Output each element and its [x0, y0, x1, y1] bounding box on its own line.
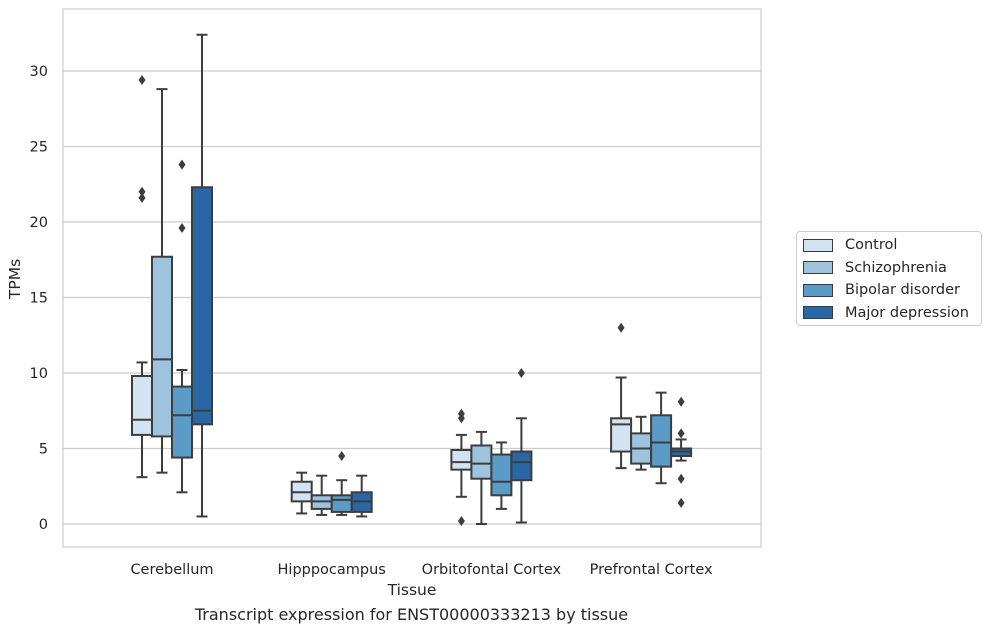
x-tick-label: Orbitofontal Cortex — [422, 562, 562, 578]
box-major-depression — [670, 396, 693, 508]
legend-item-major-depression: Major depression — [803, 303, 969, 323]
outlier-point — [677, 497, 685, 508]
outlier-point — [517, 368, 525, 378]
iqr-box — [490, 453, 513, 497]
outlier-point — [338, 451, 346, 462]
outlier-point — [138, 192, 146, 203]
box-control — [131, 75, 153, 479]
legend: Control Schizophrenia Bipolar disorder M… — [796, 231, 982, 326]
outlier-point — [138, 75, 146, 86]
box-bipolar-disorder — [490, 441, 513, 510]
box-schizophrenia — [630, 415, 653, 471]
box-control — [450, 408, 473, 526]
x-tick-label: Hipppocampus — [278, 562, 386, 578]
y-tick-label: 15 — [30, 291, 48, 307]
legend-label: Bipolar disorder — [845, 282, 960, 298]
outlier-point — [457, 408, 465, 419]
y-tick-label: 5 — [39, 442, 48, 458]
outlier-point — [178, 223, 186, 234]
legend-item-control: Control — [803, 235, 897, 255]
box-major-depression — [191, 33, 213, 518]
iqr-box — [171, 385, 193, 459]
iqr-box — [330, 494, 353, 513]
box-major-depression — [510, 368, 533, 524]
outlier-point — [178, 159, 186, 170]
box-plot-boxes — [131, 33, 693, 526]
y-tick-label: 10 — [30, 366, 48, 382]
outlier-point — [677, 473, 685, 484]
iqr-box — [450, 449, 473, 471]
legend-label: Schizophrenia — [845, 259, 947, 276]
iqr-box — [610, 417, 633, 453]
x-tick-label: Cerebellum — [130, 562, 213, 578]
outlier-point — [138, 186, 146, 197]
legend-label: Major depression — [845, 304, 969, 321]
plot-area-frame — [62, 8, 762, 548]
outlier-point — [677, 396, 685, 407]
y-tick-label: 25 — [30, 140, 48, 156]
iqr-box — [151, 255, 173, 438]
box-schizophrenia — [151, 88, 173, 474]
legend-swatch-bipolar-disorder — [803, 283, 833, 297]
box-schizophrenia — [470, 430, 493, 525]
y-tick-label: 20 — [30, 215, 48, 231]
legend-label: Control — [845, 237, 898, 253]
legend-swatch-control — [803, 238, 833, 252]
box-schizophrenia — [310, 474, 333, 516]
box-major-depression — [350, 474, 373, 518]
iqr-box — [131, 375, 153, 436]
box-bipolar-disorder — [171, 159, 193, 494]
box-bipolar-disorder — [330, 451, 353, 516]
iqr-box — [470, 444, 493, 480]
legend-item-bipolar-disorder: Bipolar disorder — [803, 280, 960, 300]
outlier-point — [617, 322, 625, 333]
box-bipolar-disorder — [650, 391, 673, 485]
figure-caption: Transcript expression for ENST0000033321… — [194, 605, 629, 624]
iqr-box — [191, 186, 213, 426]
y-tick-label: 30 — [30, 64, 48, 80]
outlier-point — [677, 428, 685, 439]
iqr-box — [650, 414, 673, 468]
box-control — [610, 322, 633, 470]
y-axis-title: TPMs — [6, 259, 24, 300]
legend-swatch-major-depression — [803, 306, 833, 319]
y-tick-labels: 0 5 10 15 20 25 30 — [30, 64, 48, 533]
x-tick-label: Prefrontal Cortex — [590, 562, 713, 578]
x-axis-title: Tissue — [387, 581, 437, 599]
y-tick-label: 0 — [39, 517, 48, 533]
legend-swatch-schizophrenia — [803, 261, 833, 274]
legend-item-schizophrenia: Schizophrenia — [803, 258, 947, 278]
outlier-point — [457, 515, 465, 526]
x-tick-labels: Cerebellum Hipppocampus Orbitofontal Corte… — [130, 562, 713, 578]
box-control — [290, 471, 313, 515]
iqr-box — [510, 450, 533, 482]
